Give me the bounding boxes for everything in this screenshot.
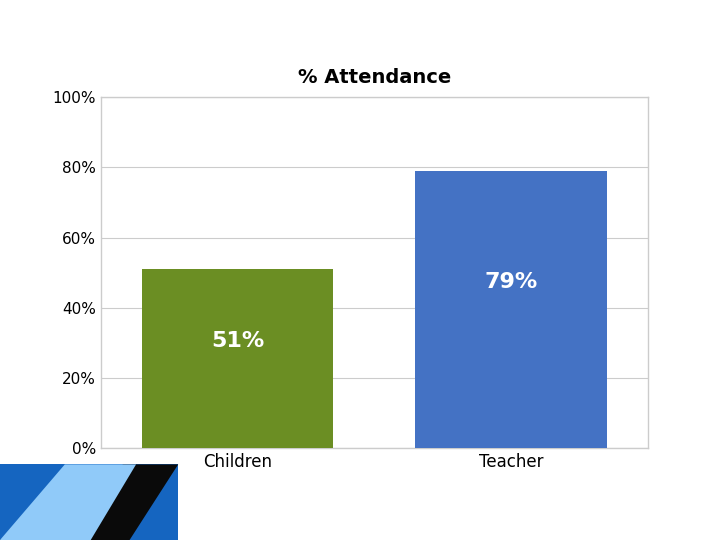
Text: Attendance in Government Schools: Attendance in Government Schools bbox=[22, 24, 627, 53]
Polygon shape bbox=[0, 464, 179, 540]
Polygon shape bbox=[0, 464, 179, 540]
Bar bbox=[142, 269, 333, 448]
Title: % Attendance: % Attendance bbox=[298, 69, 451, 87]
Text: 51%: 51% bbox=[211, 331, 264, 351]
Polygon shape bbox=[0, 464, 136, 540]
Bar bbox=[415, 171, 607, 448]
Text: 79%: 79% bbox=[485, 272, 538, 292]
